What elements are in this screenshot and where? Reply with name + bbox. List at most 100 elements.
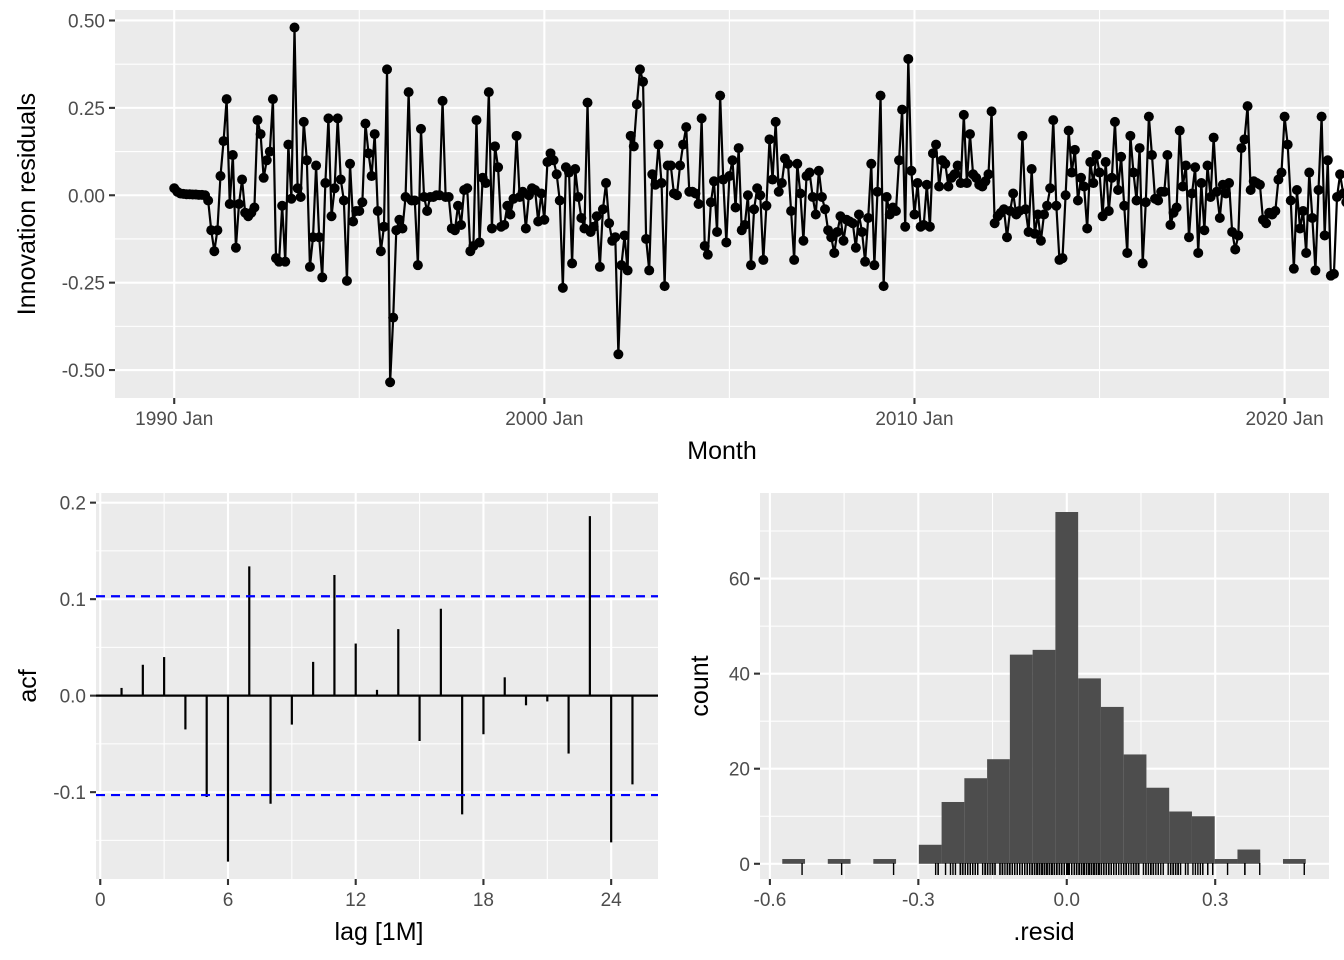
residual-point bbox=[1153, 195, 1164, 206]
acf-plot-panel bbox=[96, 493, 658, 879]
residual-point bbox=[520, 223, 531, 234]
residual-point bbox=[415, 123, 426, 134]
residual-point bbox=[320, 178, 331, 189]
residual-point bbox=[1180, 160, 1191, 171]
residual-point bbox=[304, 261, 315, 272]
x-tick-label: 24 bbox=[601, 890, 623, 911]
residual-point bbox=[582, 97, 593, 108]
residual-point bbox=[860, 256, 871, 267]
residual-point bbox=[820, 204, 831, 215]
residual-point bbox=[1088, 178, 1099, 189]
residual-point bbox=[363, 148, 374, 159]
residual-point bbox=[594, 261, 605, 272]
histogram-bar bbox=[1055, 512, 1079, 864]
acf-x-axis-title: lag [1M] bbox=[335, 918, 424, 946]
residual-point bbox=[783, 158, 794, 169]
residual-point bbox=[1063, 125, 1074, 136]
x-tick-label: 6 bbox=[223, 890, 234, 911]
residual-point bbox=[1085, 157, 1096, 168]
histogram-rug bbox=[801, 863, 1305, 875]
residual-point bbox=[1298, 205, 1309, 216]
y-tick-label: 40 bbox=[729, 665, 750, 686]
residual-point bbox=[665, 160, 676, 171]
residual-point bbox=[471, 115, 482, 126]
residual-point bbox=[1322, 155, 1333, 166]
residual-point bbox=[1174, 125, 1185, 136]
residual-point bbox=[909, 209, 920, 220]
residual-point bbox=[671, 190, 682, 201]
residual-point bbox=[1039, 209, 1050, 220]
residual-point bbox=[1224, 178, 1235, 189]
residual-point bbox=[332, 113, 343, 124]
residual-point bbox=[1276, 167, 1287, 178]
residual-point bbox=[983, 169, 994, 180]
residual-point bbox=[452, 200, 463, 211]
residual-point bbox=[952, 160, 963, 171]
residual-point bbox=[1125, 130, 1136, 141]
residual-point bbox=[792, 158, 803, 169]
residual-point bbox=[1082, 223, 1093, 234]
residual-point bbox=[866, 158, 877, 169]
residual-point bbox=[961, 178, 972, 189]
residual-point bbox=[1165, 219, 1176, 230]
residual-point bbox=[727, 155, 738, 166]
residual-point bbox=[539, 214, 550, 225]
residual-point bbox=[511, 130, 522, 141]
residual-point bbox=[1208, 132, 1219, 143]
residual-point bbox=[335, 174, 346, 185]
residual-point bbox=[742, 190, 753, 201]
residual-point bbox=[551, 169, 562, 180]
residual-point bbox=[739, 219, 750, 230]
residual-point bbox=[1072, 195, 1083, 206]
residual-point bbox=[1057, 253, 1068, 264]
residual-point bbox=[1230, 244, 1241, 255]
residual-point bbox=[1196, 178, 1207, 189]
residual-point bbox=[634, 64, 645, 75]
residual-point bbox=[286, 193, 297, 204]
residual-point bbox=[912, 178, 923, 189]
residual-point bbox=[326, 211, 337, 222]
residual-point bbox=[329, 183, 340, 194]
residual-point bbox=[853, 209, 864, 220]
x-tick-label: 12 bbox=[345, 890, 366, 911]
residual-point bbox=[604, 218, 615, 229]
residual-point bbox=[382, 64, 393, 75]
residual-point bbox=[499, 219, 510, 230]
residual-point bbox=[422, 205, 433, 216]
residual-point bbox=[755, 190, 766, 201]
residual-point bbox=[1094, 167, 1105, 178]
residual-point bbox=[493, 162, 504, 173]
histogram-bar bbox=[782, 859, 806, 864]
residual-point bbox=[597, 204, 608, 215]
residual-point bbox=[557, 282, 568, 293]
residual-point bbox=[1239, 134, 1250, 145]
residual-point bbox=[875, 90, 886, 101]
residual-point bbox=[486, 223, 497, 234]
residual-point bbox=[1017, 130, 1028, 141]
residual-point bbox=[548, 155, 559, 166]
residual-point bbox=[745, 260, 756, 271]
residual-point bbox=[258, 172, 269, 183]
residual-point bbox=[1187, 188, 1198, 199]
residual-point bbox=[708, 176, 719, 187]
residual-point bbox=[1236, 143, 1247, 154]
residual-point bbox=[1214, 212, 1225, 223]
histogram-bar bbox=[873, 859, 897, 864]
residual-point bbox=[1137, 258, 1148, 269]
residual-point bbox=[1113, 185, 1124, 196]
residual-point bbox=[554, 195, 565, 206]
residual-point bbox=[921, 179, 932, 190]
residual-point bbox=[372, 205, 383, 216]
residual-point bbox=[409, 195, 420, 206]
residual-point bbox=[227, 150, 238, 161]
residual-point bbox=[619, 230, 630, 241]
residual-point bbox=[1183, 232, 1194, 243]
residual-point bbox=[628, 141, 639, 152]
residual-point bbox=[832, 226, 843, 237]
residual-point bbox=[733, 143, 744, 154]
residual-point bbox=[1008, 188, 1019, 199]
residual-point bbox=[230, 242, 241, 253]
residual-point bbox=[1199, 225, 1210, 236]
residual-point bbox=[964, 129, 975, 140]
